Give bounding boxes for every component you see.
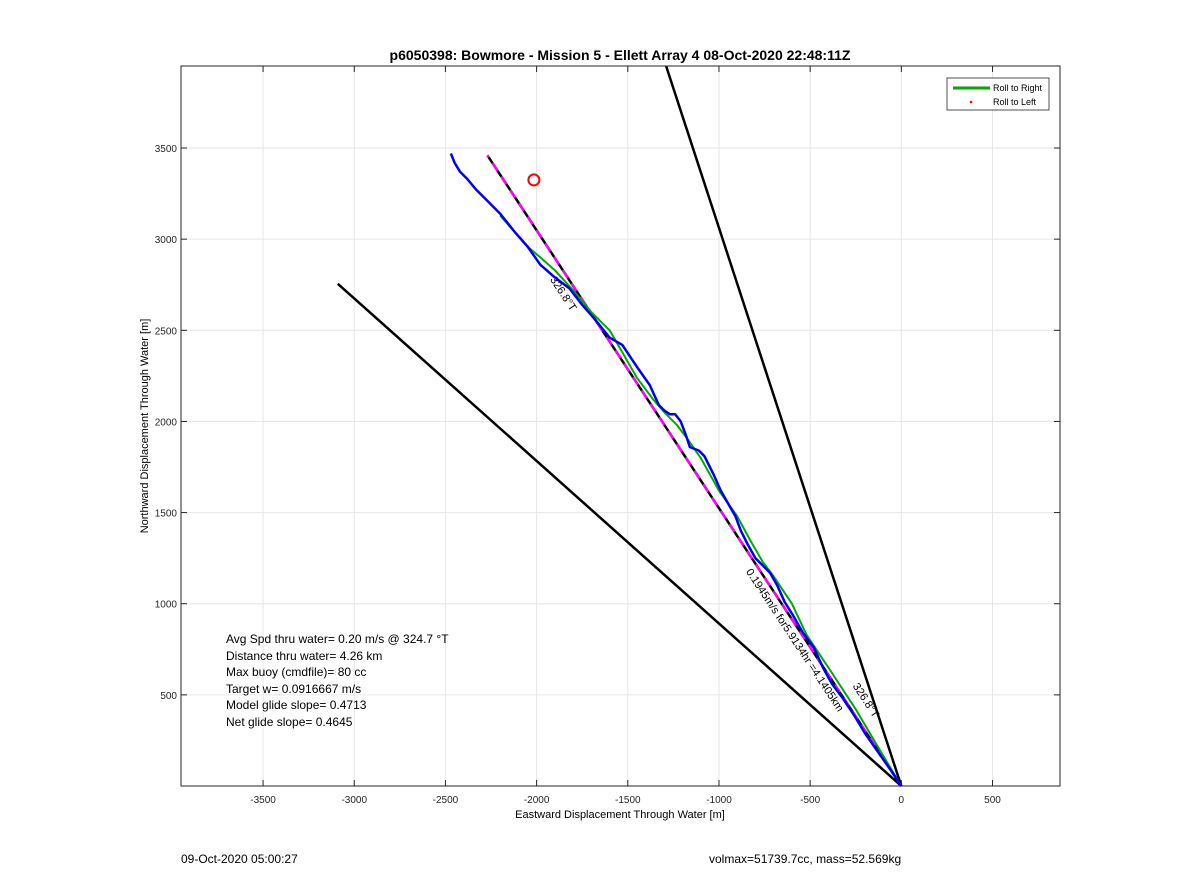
legend-label-roll-right: Roll to Right xyxy=(993,83,1043,93)
x-tick-label: -1500 xyxy=(615,795,641,806)
footer-timestamp: 09-Oct-2020 05:00:27 xyxy=(181,852,298,866)
y-tick-label: 500 xyxy=(160,691,177,702)
x-tick-label: -2000 xyxy=(524,795,550,806)
y-axis-label: Northward Displacement Through Water [m] xyxy=(139,319,151,534)
legend-box xyxy=(946,77,1050,111)
plot-area xyxy=(181,66,1060,786)
mission-stats: Avg Spd thru water= 0.20 m/s @ 324.7 °T … xyxy=(226,631,449,730)
y-tick-label: 3500 xyxy=(155,144,178,155)
x-tick-label: -3000 xyxy=(341,795,367,806)
x-axis-label: Eastward Displacement Through Water [m] xyxy=(515,809,725,821)
reference-line xyxy=(664,65,903,787)
x-tick-label: -2500 xyxy=(433,795,459,806)
stat-distance: Distance thru water= 4.26 km xyxy=(226,648,383,663)
stat-target-w: Target w= 0.0916667 m/s xyxy=(226,681,362,696)
legend-label-roll-left: Roll to Left xyxy=(993,97,1037,107)
x-tick-label: 0 xyxy=(899,795,905,806)
y-axis-ticks: 500 1000 1500 2000 2500 3000 3500 xyxy=(155,144,1060,702)
x-tick-label: -1000 xyxy=(706,795,732,806)
series-track xyxy=(449,153,903,787)
stat-max-buoy: Max buoy (cmdfile)= 80 cc xyxy=(226,665,367,679)
y-tick-label: 2000 xyxy=(155,417,178,428)
stat-net-glide: Net glide slope= 0.4645 xyxy=(226,714,353,729)
y-tick-label: 3000 xyxy=(155,235,178,246)
y-tick-label: 1500 xyxy=(155,509,178,520)
target-waypoint-marker xyxy=(527,173,541,187)
y-tick-label: 1000 xyxy=(155,600,178,611)
x-tick-label: -3500 xyxy=(250,795,276,806)
data-lines xyxy=(336,65,903,787)
grid-lines xyxy=(181,66,1060,786)
x-axis-ticks: -3500 -3000 -2500 -2000 -1500 -1000 -500 0 500 xyxy=(250,66,1001,806)
stat-avg-speed: Avg Spd thru water= 0.20 m/s @ 324.7 °T xyxy=(226,632,449,646)
legend: Roll to Right Roll to Left xyxy=(946,77,1050,111)
stat-model-glide: Model glide slope= 0.4713 xyxy=(226,698,367,712)
legend-swatch-roll-left xyxy=(969,100,973,104)
reference-line xyxy=(336,282,903,787)
y-tick-label: 2500 xyxy=(155,326,178,337)
plot-frame xyxy=(180,65,1061,787)
x-tick-label: -500 xyxy=(800,795,820,806)
target-heading-dash xyxy=(486,154,903,787)
chart-title: p6050398: Bowmore - Mission 5 - Ellett A… xyxy=(390,47,851,63)
x-tick-label: 500 xyxy=(984,795,1001,806)
footer-volume-mass: volmax=51739.7cc, mass=52.569kg xyxy=(709,852,902,866)
